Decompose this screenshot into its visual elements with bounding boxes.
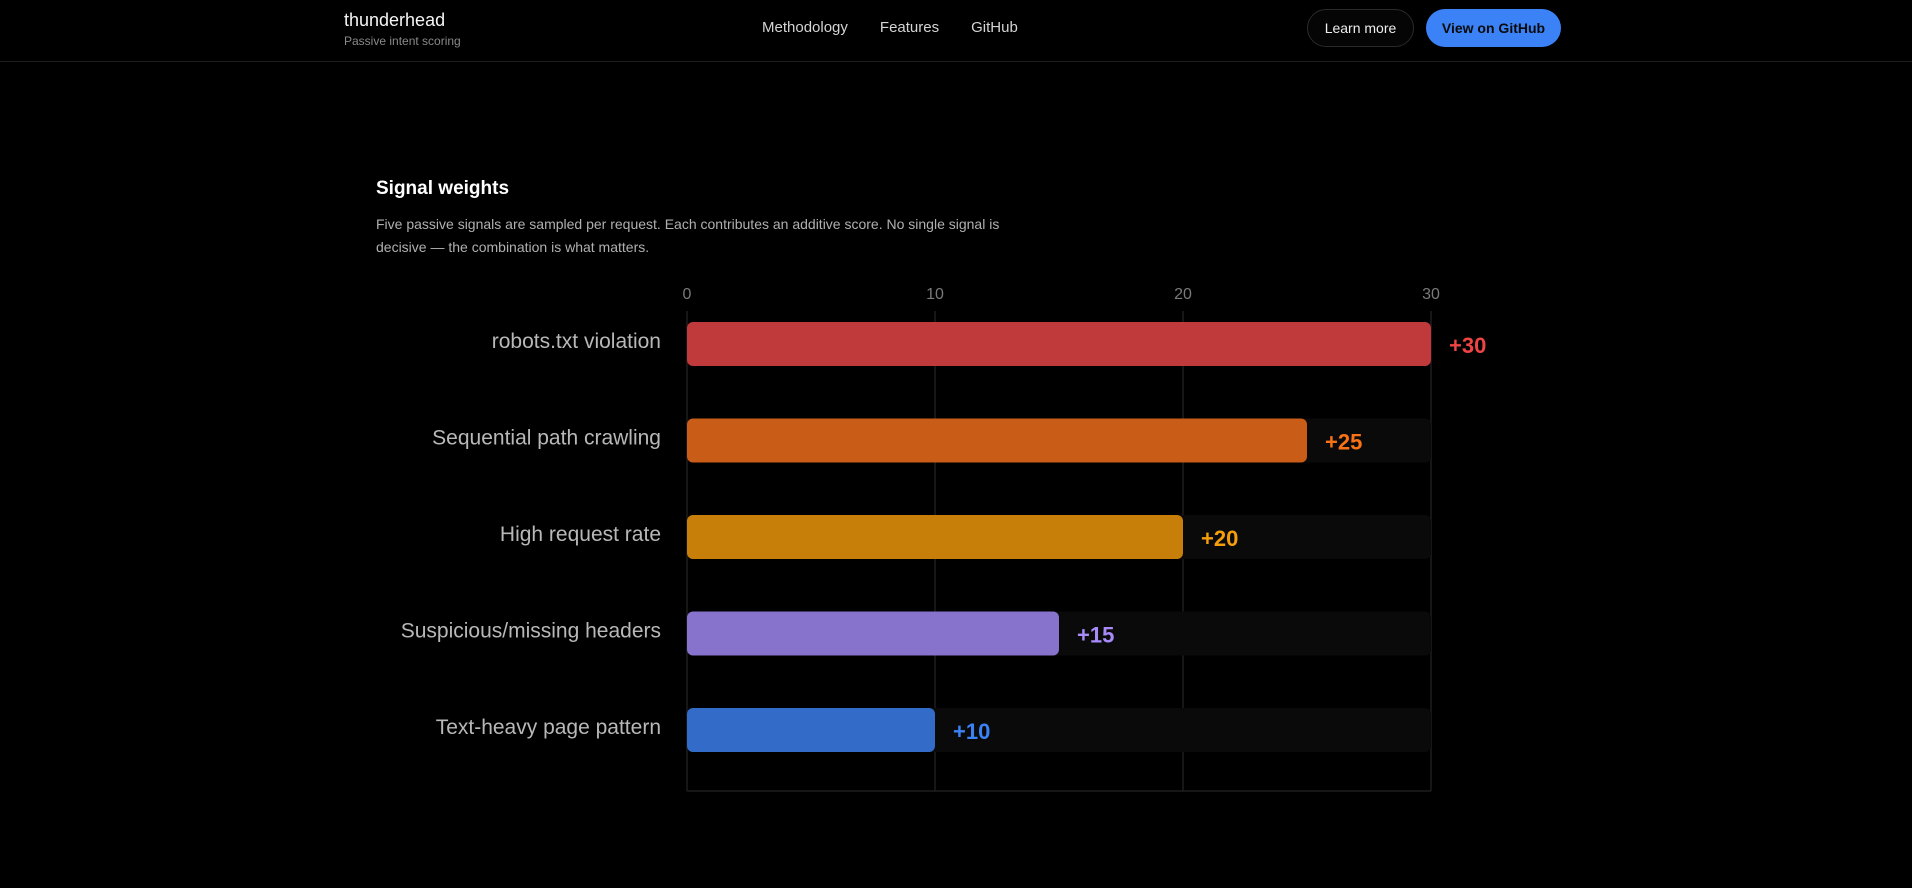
value-label: +20 (1201, 526, 1238, 551)
value-label: +10 (953, 719, 990, 744)
header-actions: Learn more View on GitHub (1307, 9, 1561, 47)
category-label: High request rate (500, 523, 661, 546)
category-label: Text-heavy page pattern (436, 716, 661, 739)
category-label: Sequential path crawling (432, 427, 661, 450)
bar[interactable] (687, 418, 1307, 463)
section-title: Signal weights (376, 178, 510, 199)
brand[interactable]: thunderhead Passive intent scoring (344, 9, 461, 49)
bar[interactable] (687, 322, 1431, 366)
nav-link-features[interactable]: Features (879, 19, 940, 36)
value-label: +30 (1449, 333, 1486, 358)
category-label: Suspicious/missing headers (401, 620, 661, 643)
x-tick-label: 10 (926, 286, 944, 303)
bar[interactable] (687, 515, 1183, 559)
nav-link-methodology[interactable]: Methodology (762, 19, 848, 36)
x-tick-label: 20 (1174, 286, 1192, 303)
value-label: +25 (1325, 430, 1362, 455)
view-on-github-button[interactable]: View on GitHub (1426, 9, 1561, 47)
brand-name: thunderhead (344, 10, 446, 30)
section-description: Five passive signals are sampled per req… (376, 216, 1000, 255)
bar[interactable] (687, 611, 1059, 656)
brand-tagline: Passive intent scoring (344, 34, 461, 48)
value-label: +15 (1077, 623, 1114, 648)
x-tick-label: 30 (1422, 286, 1440, 303)
nav-link-github[interactable]: GitHub (971, 19, 1018, 36)
main-nav: Methodology Features GitHub (762, 19, 1018, 36)
category-label: robots.txt violation (492, 330, 661, 353)
top-navigation-bar: thunderhead Passive intent scoring Metho… (0, 0, 1912, 62)
x-tick-label: 0 (683, 286, 692, 303)
bar[interactable] (687, 708, 935, 752)
learn-more-button[interactable]: Learn more (1307, 9, 1414, 47)
